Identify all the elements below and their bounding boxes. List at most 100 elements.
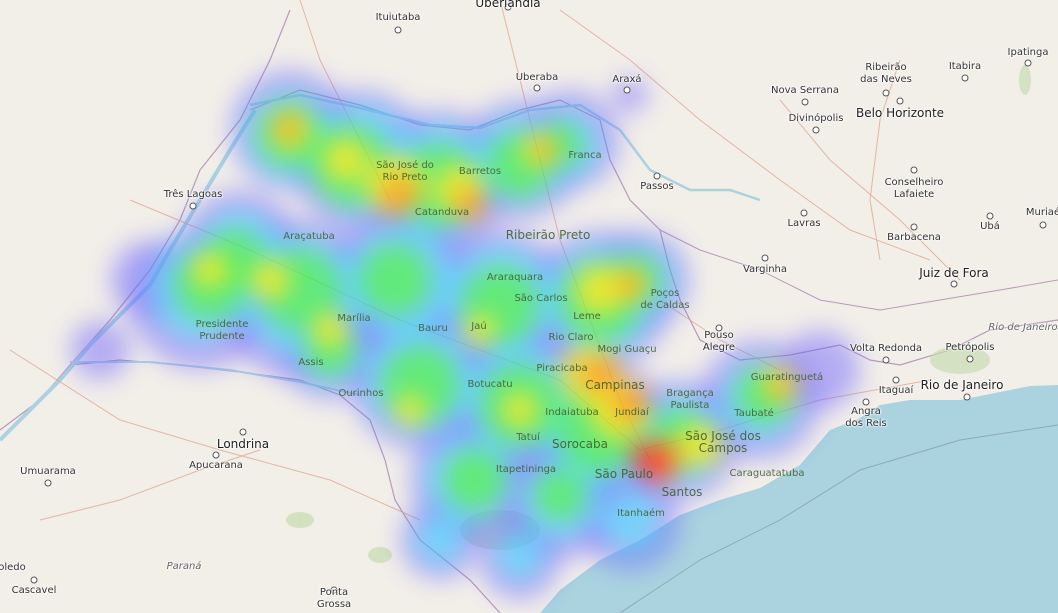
- place-label-ribeirao-preto: Ribeirão Preto: [505, 228, 591, 242]
- grande-river: [249, 93, 761, 202]
- place-label-angra-dos-reis: Angra dos Reis: [845, 406, 887, 429]
- place-label-toledo: oledo: [0, 562, 26, 573]
- place-label-caraguatatuba: Caraguatatuba: [729, 468, 805, 479]
- city-dot-muriae: [1039, 221, 1047, 229]
- place-label-itabira: Itabira: [948, 61, 982, 72]
- place-label-volta-redonda: Volta Redonda: [849, 343, 923, 354]
- city-dot-ribeirao-das-neves: [882, 89, 890, 97]
- place-label-mogi-guacu: Mogi Guaçu: [597, 344, 657, 355]
- city-dot-rio-de-janeiro: [963, 393, 971, 401]
- place-label-jundiai: Jundiaí: [615, 407, 649, 418]
- city-dot-uberaba: [533, 84, 541, 92]
- place-label-ipatinga: Ipatinga: [1007, 47, 1049, 58]
- place-label-rio-de-janeiro: Rio de Janeiro: [920, 378, 1004, 392]
- place-label-catanduva: Catanduva: [414, 207, 470, 218]
- place-label-juiz-de-fora: Juiz de Fora: [919, 266, 989, 280]
- place-label-sao-jose-dos-campos: São José dos Campos: [685, 429, 761, 455]
- place-label-ponta-grossa: Ponta Grossa: [316, 587, 352, 610]
- paranapanema-river: [70, 361, 361, 396]
- place-label-cascavel: Cascavel: [11, 585, 57, 596]
- place-label-leme: Leme: [573, 311, 601, 322]
- place-label-sao-paulo: São Paulo: [594, 467, 654, 481]
- city-dot-nova-serrana: [801, 98, 809, 106]
- maritime-boundary: [619, 424, 1058, 613]
- city-dot-londrina: [239, 428, 247, 436]
- place-label-ribeirao-das-neves: Ribeirão das Neves: [860, 62, 912, 85]
- place-label-lavras: Lavras: [787, 218, 821, 229]
- place-label-santos: Santos: [661, 485, 703, 499]
- place-label-tatui: Tatuí: [516, 432, 540, 443]
- place-label-belo-horizonte: Belo Horizonte: [855, 106, 945, 120]
- place-label-ourinhos: Ourinhos: [338, 388, 384, 399]
- place-label-araraquara: Araraquara: [486, 272, 544, 283]
- city-dot-uberlandia-top: [504, 3, 512, 11]
- place-label-rio-de-janeiro-state: Rio de Janeiro: [988, 322, 1058, 333]
- city-dot-volta-redonda: [882, 356, 890, 364]
- city-dot-belo-horizonte: [896, 97, 904, 105]
- city-dot-itaguai: [892, 376, 900, 384]
- place-label-uberlandia-top: Uberlândia: [475, 0, 541, 10]
- state-border-mg-rj: [659, 229, 1058, 311]
- place-label-conselheiro-lafaiete: Conselheiro Lafaiete: [884, 177, 944, 200]
- place-label-marilia: Marília: [337, 313, 371, 324]
- place-label-araxa: Araxá: [612, 74, 642, 85]
- place-label-barretos: Barretos: [458, 166, 502, 177]
- place-label-indaiatuba: Indaiatuba: [545, 407, 599, 418]
- city-dot-apucarana: [212, 451, 220, 459]
- place-label-parana: Paraná: [166, 561, 202, 572]
- place-label-jau: Jaú: [471, 321, 487, 332]
- place-label-barbacena: Barbacena: [887, 232, 941, 243]
- place-label-sao-jose-do-rio-preto: São José do Rio Preto: [376, 160, 434, 183]
- place-label-varginha: Varginha: [742, 264, 788, 275]
- place-label-petropolis: Petrópolis: [945, 342, 995, 353]
- place-label-londrina: Londrina: [216, 437, 270, 451]
- city-dot-angra-dos-reis: [862, 398, 870, 406]
- place-label-pocos-de-caldas: Poços de Caldas: [640, 288, 690, 311]
- city-dot-araxa: [623, 86, 631, 94]
- place-label-braganca-paulista: Bragança Paulista: [666, 388, 714, 411]
- place-label-uba: Ubá: [980, 221, 1000, 232]
- city-dot-ituiutaba: [394, 26, 402, 34]
- city-dot-itabira: [961, 74, 969, 82]
- city-dot-cascavel: [30, 576, 38, 584]
- place-label-uberaba: Uberaba: [515, 72, 559, 83]
- place-label-ituiutaba: Ituiutaba: [375, 12, 421, 23]
- place-label-muriae: Muriaé: [1025, 207, 1058, 218]
- place-label-itaguai: Itaguaí: [878, 385, 914, 396]
- city-dot-ponta-grossa: [330, 586, 338, 594]
- place-label-nova-serrana: Nova Serrana: [771, 85, 839, 96]
- parana-river: [0, 108, 257, 442]
- place-label-sorocaba: Sorocaba: [552, 437, 608, 451]
- place-label-franca: Franca: [568, 150, 602, 161]
- place-label-campinas: Campinas: [585, 378, 645, 392]
- place-label-sao-carlos: São Carlos: [514, 293, 568, 304]
- city-dot-juiz-de-fora: [950, 280, 958, 288]
- place-label-apucarana: Apucarana: [189, 460, 243, 471]
- place-label-rio-claro: Rio Claro: [548, 332, 594, 343]
- city-dot-conselheiro-lafaiete: [910, 166, 918, 174]
- place-label-passos: Passos: [640, 181, 674, 192]
- city-dot-varginha: [761, 254, 769, 262]
- city-dot-lavras: [800, 209, 808, 217]
- place-label-piracicaba: Piracicaba: [536, 363, 588, 374]
- place-label-taubate: Taubaté: [734, 408, 774, 419]
- city-dot-barbacena: [910, 223, 918, 231]
- atlantic-ocean: [540, 385, 1058, 613]
- city-dot-ipatinga: [1024, 59, 1032, 67]
- place-label-botucatu: Botucatu: [467, 379, 513, 390]
- place-label-guaratingueta: Guaratinguetá: [750, 372, 824, 383]
- place-label-presidente-prudente: Presidente Prudente: [195, 319, 249, 342]
- state-border-rj: [839, 319, 1058, 366]
- city-dot-umuarama: [44, 479, 52, 487]
- city-dot-petropolis: [966, 355, 974, 363]
- place-label-pouso-alegre: Pouso Alegre: [702, 330, 736, 353]
- city-dot-passos: [653, 172, 661, 180]
- city-dot-tres-lagoas: [189, 202, 197, 210]
- place-label-bauru: Bauru: [418, 323, 448, 334]
- place-label-itapetininga: Itapetininga: [495, 464, 557, 475]
- place-label-umuarama: Umuarama: [20, 466, 76, 477]
- place-label-divinopolis: Divinópolis: [788, 113, 844, 124]
